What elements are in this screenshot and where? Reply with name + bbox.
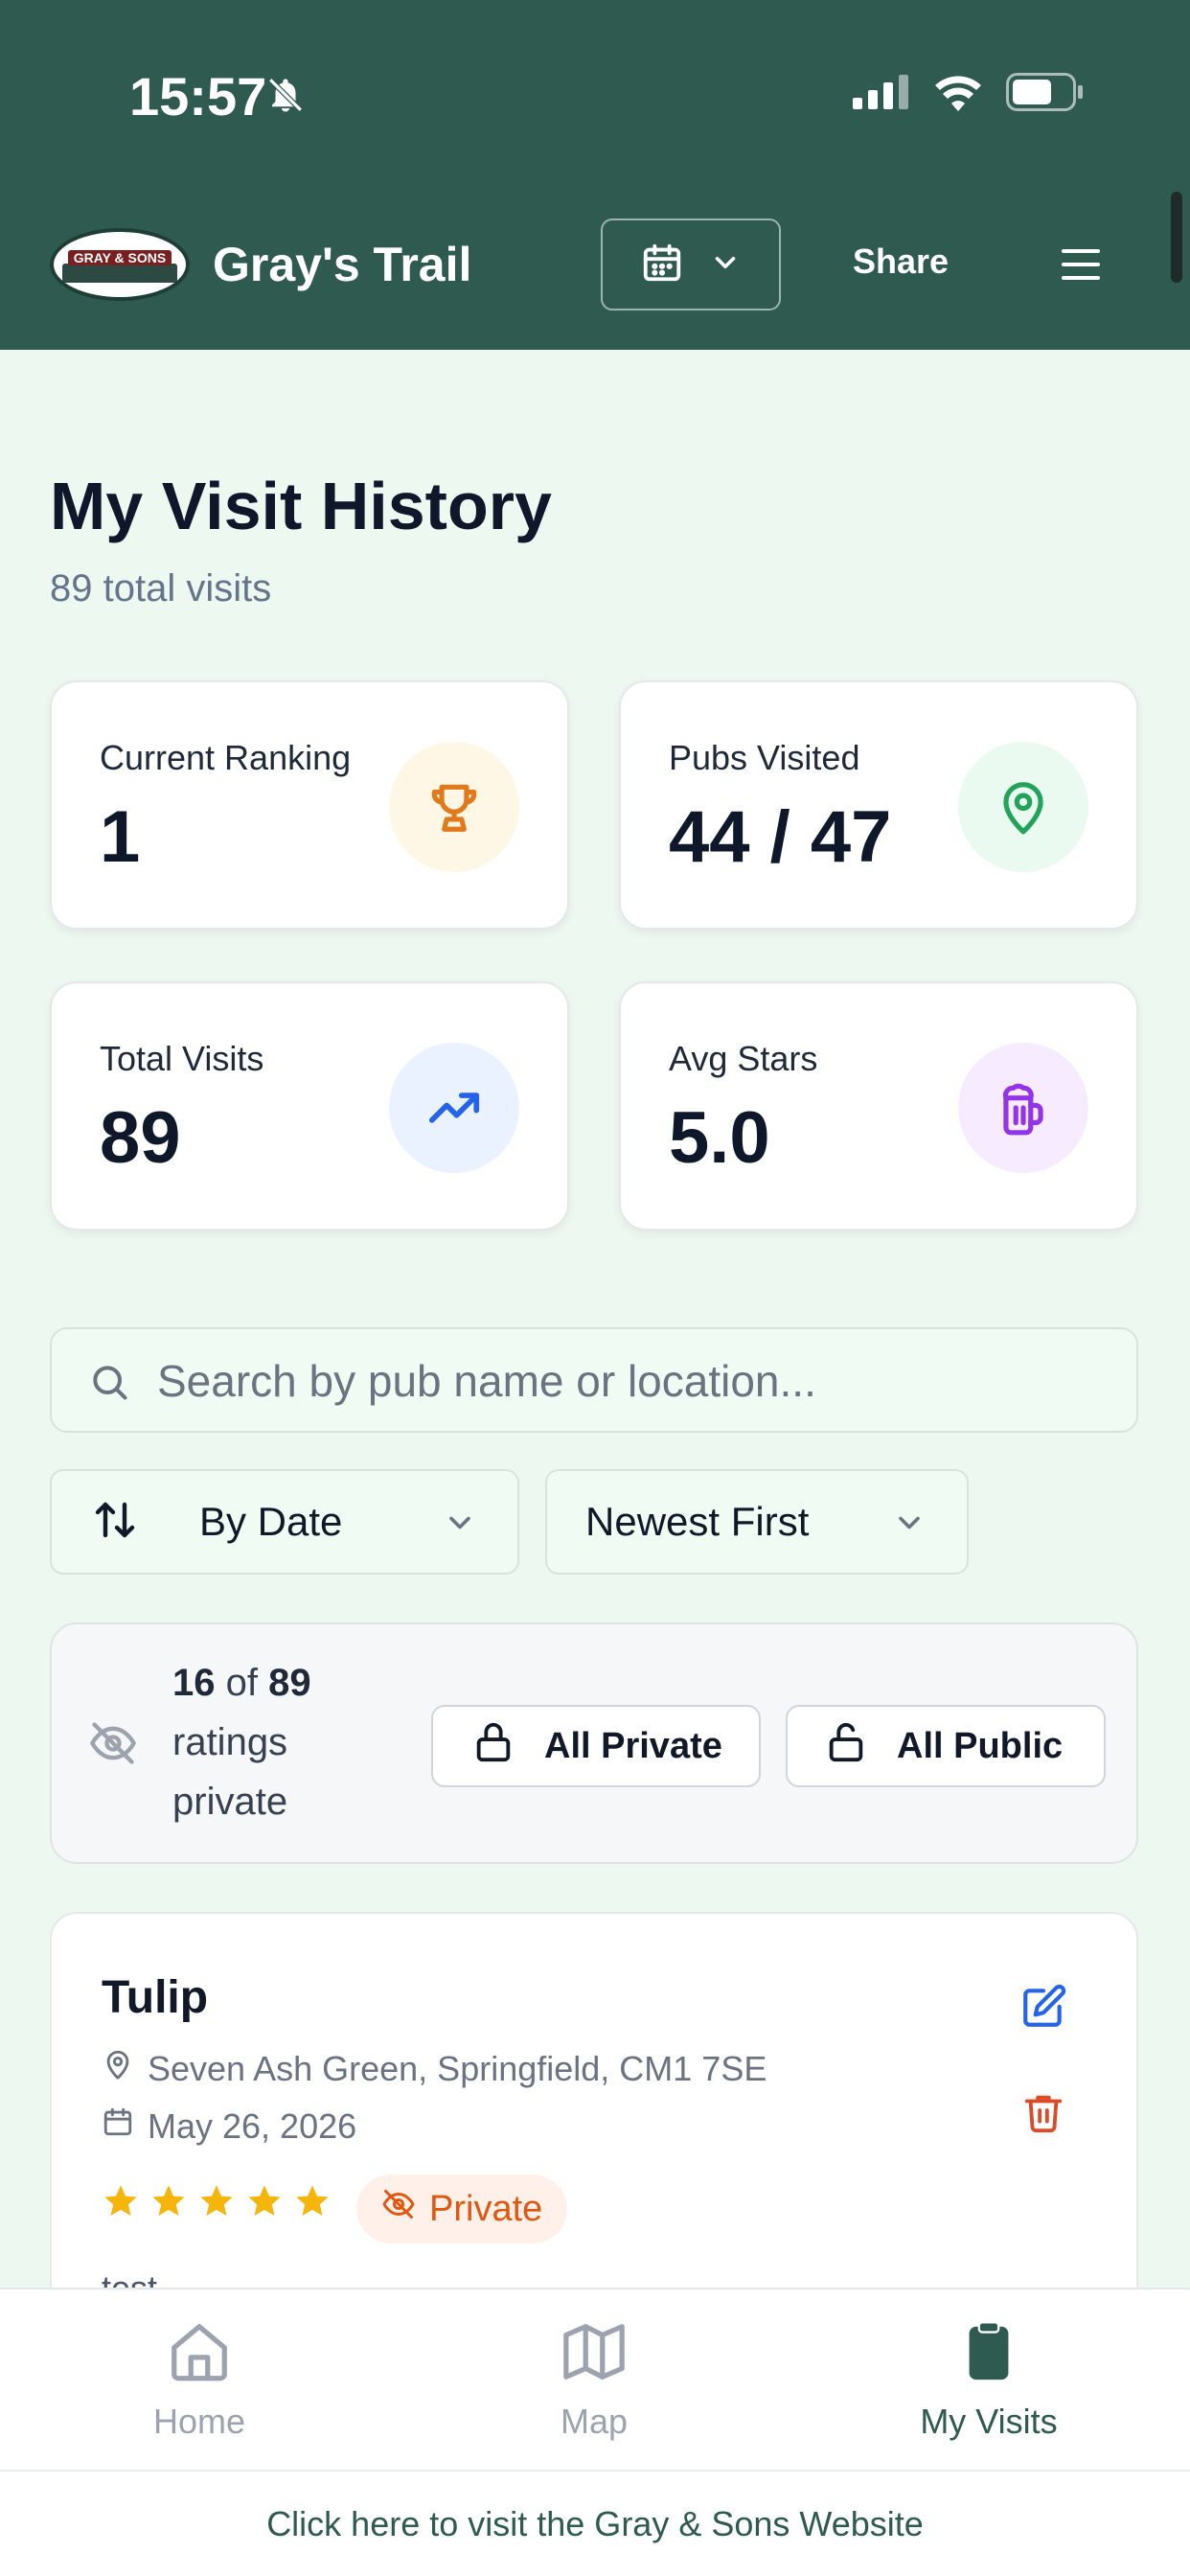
stat-card-pubs-visited: Pubs Visited 44 / 47: [619, 680, 1138, 930]
app-title: Gray's Trail: [213, 238, 472, 291]
calendar-icon: [640, 241, 684, 289]
hamburger-menu-icon[interactable]: [1062, 247, 1100, 287]
visit-location: Seven Ash Green, Springfield, CM1 7SE: [102, 2048, 767, 2089]
map-icon: [561, 2324, 628, 2389]
nav-my-visits[interactable]: My Visits: [874, 2318, 1104, 2442]
star-icon: [102, 2182, 140, 2225]
all-public-button[interactable]: All Public: [786, 1705, 1106, 1787]
bottom-nav: Home Map My Visits: [0, 2288, 1190, 2470]
wifi-icon: [933, 73, 983, 116]
sort-by-value: By Date: [199, 1499, 343, 1544]
of-word: of: [225, 1662, 258, 1704]
search-input[interactable]: [157, 1341, 1106, 1421]
all-private-label: All Private: [544, 1725, 722, 1766]
total-count: 89: [268, 1662, 311, 1704]
chevron-down-icon: [443, 1506, 477, 1545]
calendar-icon: [102, 2105, 134, 2147]
search-box: [50, 1327, 1138, 1433]
page-subtitle: 89 total visits: [50, 567, 272, 610]
order-value: Newest First: [585, 1499, 810, 1544]
visit-date: May 26, 2026: [102, 2105, 356, 2147]
chevron-down-icon: [892, 1506, 927, 1545]
chevron-down-icon: [709, 246, 742, 284]
search-icon: [88, 1361, 130, 1408]
privacy-badge[interactable]: Private: [356, 2174, 568, 2243]
scrollbar[interactable]: [1171, 192, 1182, 283]
star-icon: [245, 2182, 284, 2225]
privacy-suffix: ratings private: [172, 1721, 288, 1823]
logo-band: [62, 264, 177, 283]
trophy-icon: [389, 742, 519, 872]
star-icon: [197, 2182, 236, 2225]
logo-text: GRAY & SONS: [67, 250, 172, 265]
stat-card-total-visits: Total Visits 89: [50, 981, 569, 1230]
all-private-button[interactable]: All Private: [431, 1705, 761, 1787]
order-select[interactable]: Newest First: [545, 1469, 969, 1575]
page-title: My Visit History: [50, 469, 552, 543]
edit-icon[interactable]: [1019, 1983, 1067, 2036]
map-pin-icon: [958, 742, 1088, 872]
star-rating: [102, 2182, 332, 2225]
sort-by-select[interactable]: By Date: [50, 1469, 519, 1575]
stat-value: 5.0: [669, 1097, 770, 1179]
stat-value: 44 / 47: [669, 796, 892, 878]
nav-my-visits-label: My Visits: [920, 2402, 1058, 2441]
nav-map-label: Map: [560, 2402, 629, 2441]
stat-card-avg-stars: Avg Stars 5.0: [619, 981, 1138, 1230]
stat-label: Pubs Visited: [669, 738, 860, 777]
battery-icon: [1006, 73, 1085, 116]
nav-home-label: Home: [152, 2402, 246, 2441]
stat-label: Current Ranking: [100, 738, 352, 777]
home-icon: [166, 2324, 233, 2389]
stat-value: 1: [100, 796, 141, 878]
privacy-badge-label: Private: [429, 2188, 543, 2229]
all-public-label: All Public: [897, 1725, 1064, 1766]
nav-map[interactable]: Map: [479, 2318, 709, 2442]
lock-icon: [471, 1719, 515, 1773]
beer-mug-icon: [958, 1043, 1088, 1173]
stat-value: 89: [100, 1097, 181, 1179]
stat-label: Avg Stars: [669, 1039, 818, 1078]
visit-location-text: Seven Ash Green, Springfield, CM1 7SE: [148, 2048, 767, 2088]
nav-home[interactable]: Home: [84, 2318, 314, 2442]
share-button[interactable]: Share: [853, 242, 950, 281]
visit-date-text: May 26, 2026: [148, 2105, 357, 2146]
status-indicators: [853, 73, 1085, 116]
eye-off-icon: [88, 1718, 138, 1773]
privacy-summary-panel: 16 of 89 ratings private All Private All…: [50, 1622, 1138, 1864]
privacy-count-text: 16 of 89 ratings private: [172, 1653, 364, 1831]
calendar-dropdown-button[interactable]: [601, 218, 781, 310]
stat-label: Total Visits: [100, 1039, 264, 1078]
clipboard-icon: [955, 2321, 1022, 2389]
trash-icon[interactable]: [1021, 2088, 1065, 2141]
star-icon: [293, 2182, 332, 2225]
star-icon: [149, 2182, 188, 2225]
unlock-icon: [824, 1719, 868, 1773]
map-pin-icon: [102, 2048, 134, 2089]
stat-card-ranking: Current Ranking 1: [50, 680, 569, 930]
private-count: 16: [172, 1662, 216, 1704]
sort-arrows-icon: [92, 1497, 138, 1548]
trending-up-icon: [389, 1043, 519, 1173]
visit-pub-name: Tulip: [102, 1972, 209, 2023]
bell-off-icon: [265, 73, 306, 122]
website-link[interactable]: Click here to visit the Gray & Sons Webs…: [0, 2470, 1190, 2576]
brand-logo[interactable]: GRAY & SONS: [50, 228, 190, 301]
signal-icon: [853, 75, 910, 114]
app-header: 15:57 GRAY & SONS Gray's Trail Share: [0, 0, 1190, 350]
status-time: 15:57: [129, 66, 267, 126]
eye-off-icon: [381, 2187, 416, 2231]
